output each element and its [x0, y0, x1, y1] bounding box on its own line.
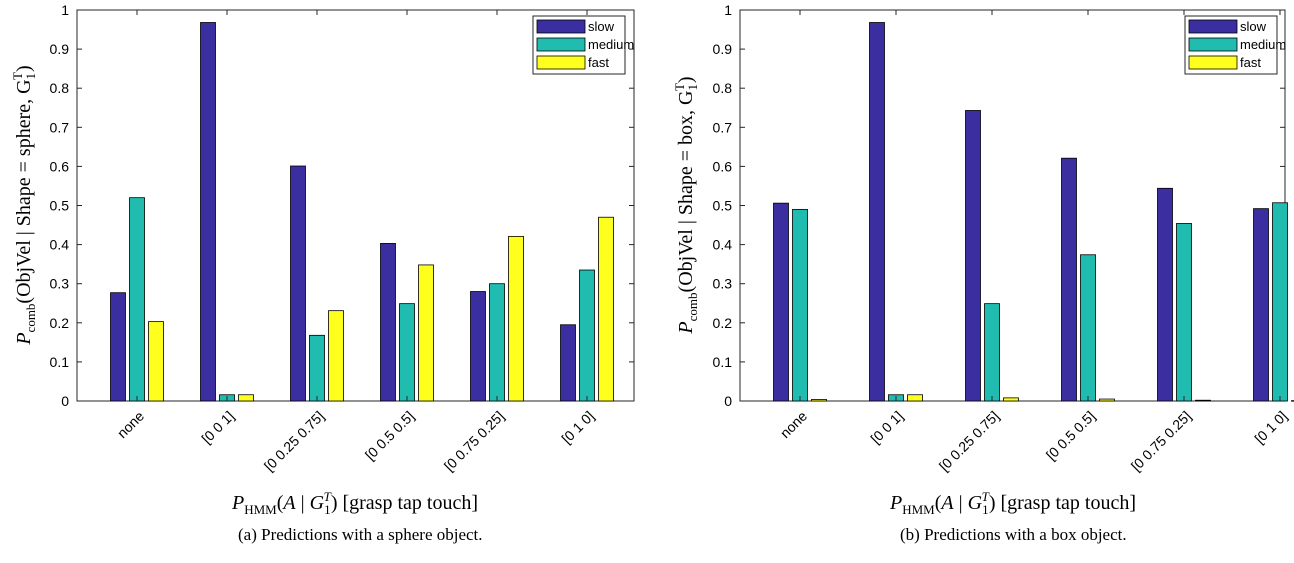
bar-slow-3	[1061, 157, 1077, 402]
bar-fast-2	[1003, 397, 1019, 402]
bar-slow-0	[773, 202, 789, 402]
x-tick-label: [0 1 0]	[558, 408, 597, 447]
y-tick-label: 0.8	[50, 80, 70, 96]
legend-label-medium: medium	[1240, 37, 1286, 52]
bar-fast-5	[1291, 400, 1294, 402]
legend-swatch-slow	[536, 19, 586, 34]
bar-slow-5	[1253, 208, 1269, 402]
y-tick-label: 1	[724, 2, 732, 18]
y-axis-label: Pcomb(ObjVel | Shape = box, G1T)	[672, 76, 700, 334]
y-tick-label: 0.3	[50, 276, 70, 292]
legend-swatch-slow	[1188, 19, 1238, 34]
x-tick-label: [0 0.25 0.75]	[261, 408, 327, 474]
y-axis: 0 0.1 0.2 0.3 0.4 0.5 0.6 0.7 0.8 0.9 1	[50, 2, 634, 409]
bar-slow-1	[869, 22, 885, 402]
bar-fast-1	[907, 394, 923, 402]
x-tick-label: none	[114, 408, 147, 441]
y-tick-label: 0.4	[50, 237, 70, 253]
bar-fast-3	[418, 264, 434, 402]
bar-medium-3	[1080, 254, 1096, 402]
caption: (a) Predictions with a sphere object.	[238, 525, 483, 544]
bar-medium-4	[489, 283, 505, 402]
legend-label-slow: slow	[588, 19, 615, 34]
x-axis-label: PHMM(A | G1T) [grasp tap touch]	[231, 489, 478, 517]
y-tick-label: 0.9	[50, 41, 70, 57]
y-axis-label: Pcomb(ObjVel | Shape = sphere, G1T)	[10, 65, 38, 345]
bar-slow-2	[965, 110, 981, 402]
bar-slow-1	[200, 22, 216, 402]
bar-medium-0	[792, 209, 808, 402]
bar-fast-0	[811, 399, 827, 402]
legend-label-fast: fast	[1240, 55, 1261, 70]
caption: (b) Predictions with a box object.	[900, 525, 1127, 544]
y-tick-label: 0	[61, 393, 69, 409]
bar-fast-2	[328, 310, 344, 402]
bar-slow-0	[110, 292, 126, 402]
bar-medium-3	[399, 303, 415, 402]
y-tick-label: 0.8	[713, 80, 733, 96]
y-tick-label: 0.1	[713, 354, 733, 370]
y-axis: 0 0.1 0.2 0.3 0.4 0.5 0.6 0.7 0.8 0.9 1	[713, 2, 1285, 409]
x-tick-label: [0 0.75 0.25]	[1128, 408, 1194, 474]
legend-swatch-fast	[536, 55, 586, 70]
bar-fast-3	[1099, 398, 1115, 402]
y-tick-label: 0.2	[713, 315, 733, 331]
y-tick-label: 0.7	[713, 119, 733, 135]
legend: slow medium fast	[532, 15, 634, 75]
x-tick-label: none	[777, 408, 810, 441]
panel-b: 0 0.1 0.2 0.3 0.4 0.5 0.6 0.7 0.8 0.9 1 none [0 0 1…	[672, 2, 1294, 544]
y-tick-label: 0.5	[713, 198, 733, 214]
legend-label-fast: fast	[588, 55, 609, 70]
y-tick-label: 0.1	[50, 354, 70, 370]
y-tick-label: 0	[724, 393, 732, 409]
bar-fast-0	[148, 321, 164, 402]
x-tick-label: [0 0.25 0.75]	[936, 408, 1002, 474]
bar-slow-2	[290, 165, 306, 402]
bar-slow-5	[560, 324, 576, 402]
bar-medium-0	[129, 197, 145, 402]
bar-slow-4	[470, 291, 486, 402]
y-tick-label: 0.5	[50, 198, 70, 214]
x-tick-label: [0 1 0]	[1251, 408, 1290, 447]
x-tick-label: [0 0.5 0.5]	[1043, 408, 1098, 463]
x-tick-label: [0 0.75 0.25]	[441, 408, 507, 474]
bar-slow-4	[1157, 187, 1173, 402]
legend-swatch-fast	[1188, 55, 1238, 70]
x-axis: none [0 0 1] [0 0.25 0.75] [0 0.5 0.5] [0 0.…	[777, 10, 1290, 474]
bar-fast-4	[1195, 399, 1211, 402]
legend-label-slow: slow	[1240, 19, 1267, 34]
x-tick-label: [0 0 1]	[198, 408, 237, 447]
bar-medium-2	[309, 334, 325, 402]
bar-fast-4	[508, 235, 524, 402]
y-tick-label: 1	[61, 2, 69, 18]
bar-fast-1	[238, 394, 254, 402]
x-axis-label: PHMM(A | G1T) [grasp tap touch]	[889, 489, 1136, 517]
bar-medium-5	[579, 269, 595, 402]
bar-slow-3	[380, 243, 396, 402]
bar-medium-5	[1272, 202, 1288, 402]
y-tick-label: 0.6	[50, 158, 70, 174]
bars	[773, 22, 1294, 402]
y-tick-label: 0.2	[50, 315, 70, 331]
y-tick-label: 0.4	[713, 237, 733, 253]
x-tick-label: [0 0 1]	[867, 408, 906, 447]
y-tick-label: 0.9	[713, 41, 733, 57]
bar-medium-2	[984, 303, 1000, 402]
legend-swatch-medium	[536, 37, 586, 52]
legend: slow medium fast	[1184, 15, 1286, 75]
panel-a: 0 0.1 0.2 0.3 0.4 0.5 0.6 0.7 0.8 0.9 1 none [0 0 1…	[10, 2, 635, 544]
y-tick-label: 0.3	[713, 276, 733, 292]
bar-medium-4	[1176, 223, 1192, 402]
y-tick-label: 0.7	[50, 119, 70, 135]
legend-swatch-medium	[1188, 37, 1238, 52]
y-tick-label: 0.6	[713, 158, 733, 174]
x-axis: none [0 0 1] [0 0.25 0.75] [0 0.5 0.5] [0 0.…	[114, 10, 597, 474]
bars	[110, 22, 614, 402]
legend-label-medium: medium	[588, 37, 634, 52]
bar-fast-5	[598, 216, 614, 402]
x-tick-label: [0 0.5 0.5]	[362, 408, 417, 463]
